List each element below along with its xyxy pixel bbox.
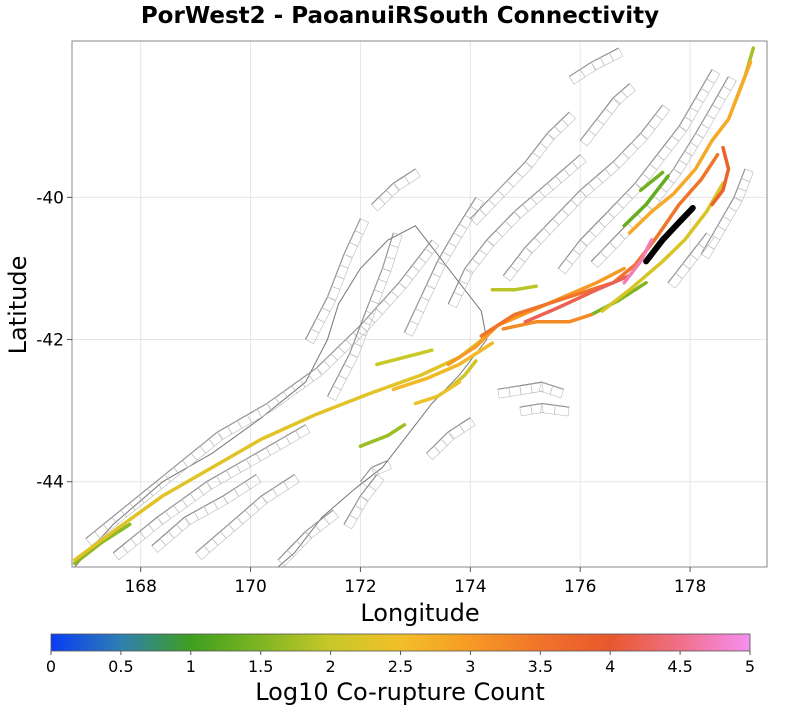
co-rupture-section bbox=[622, 174, 670, 228]
fault-surface-patch bbox=[654, 104, 671, 121]
co-rupture-section bbox=[72, 522, 132, 566]
fault-surface-patch bbox=[213, 495, 228, 510]
coastline bbox=[74, 225, 488, 567]
map-layer bbox=[72, 46, 756, 567]
fault-surface-patch bbox=[530, 403, 544, 415]
fault-surface-patch bbox=[343, 353, 358, 369]
colorbar-tick-label: 4 bbox=[605, 657, 615, 676]
colorbar-tick-label: 5 bbox=[745, 657, 755, 676]
co-rupture-section bbox=[413, 380, 462, 406]
fault-surface-patch bbox=[609, 47, 624, 62]
co-rupture-section bbox=[501, 312, 593, 331]
fault-surface-patch bbox=[360, 467, 379, 488]
fault-surface-patch bbox=[530, 381, 544, 394]
fault-surface-patch bbox=[458, 417, 476, 433]
x-tick-label: 168 bbox=[124, 577, 156, 597]
co-rupture-section bbox=[600, 181, 725, 313]
co-rupture-section bbox=[391, 341, 495, 392]
fault-surface-patch bbox=[671, 125, 687, 142]
colorbar-ticks: 0 0.5 1 1.5 2 2.5 3 3.5 4 4.5 5 bbox=[46, 651, 755, 676]
co-rupture-section bbox=[627, 60, 753, 235]
y-tick-label: -44 bbox=[36, 473, 64, 493]
fault-surface-patch bbox=[424, 239, 440, 255]
colorbar-tick-label: 0 bbox=[46, 657, 56, 676]
fault-surface-patch bbox=[604, 161, 620, 177]
y-axis-label: Latitude bbox=[4, 256, 32, 355]
colorbar bbox=[50, 633, 751, 652]
fault-surface-patch bbox=[620, 83, 636, 98]
fault-surface-patch bbox=[295, 424, 311, 439]
source-fault-trace bbox=[643, 205, 696, 265]
colorbar-tick-label: 3.5 bbox=[528, 657, 553, 676]
fault-surface-patch bbox=[321, 296, 336, 313]
fault-surface-patch bbox=[403, 168, 421, 185]
fault-surface-patch bbox=[323, 509, 339, 525]
colorbar-tick-label: 4.5 bbox=[667, 657, 692, 676]
fault-surface-patch bbox=[728, 196, 743, 212]
y-tick-label: -42 bbox=[36, 331, 64, 351]
y-ticks: -40 -42 -44 bbox=[36, 188, 72, 493]
fault-surface-patch bbox=[283, 474, 300, 490]
fault-surface-patch bbox=[244, 474, 262, 490]
fault-surface-patch bbox=[469, 196, 484, 212]
y-tick-label: -40 bbox=[36, 188, 64, 208]
co-rupture-section bbox=[490, 284, 538, 292]
co-rupture-section bbox=[358, 423, 407, 448]
fault-surface-patch bbox=[706, 69, 721, 84]
fault-surface-patch bbox=[368, 474, 385, 492]
fault-surface-patch bbox=[390, 282, 407, 298]
fault-surface-patch bbox=[571, 154, 587, 170]
fault-surface-patch bbox=[561, 111, 576, 127]
x-axis-label: Longitude bbox=[360, 599, 479, 627]
x-tick-label: 176 bbox=[564, 577, 596, 597]
co-rupture-section bbox=[72, 334, 489, 562]
fault-surface-patch bbox=[722, 76, 737, 91]
x-tick-label: 178 bbox=[674, 577, 706, 597]
co-rupture-section bbox=[479, 152, 720, 338]
chart-title: PorWest2 - PaoanuiRSouth Connectivity bbox=[141, 3, 659, 29]
co-rupture-sections bbox=[72, 46, 756, 566]
co-rupture-section bbox=[622, 238, 654, 285]
plot-frame bbox=[71, 40, 768, 568]
colorbar-label: Log10 Co-rupture Count bbox=[255, 678, 545, 706]
fault-surface-patch bbox=[515, 161, 533, 178]
source-fault bbox=[643, 205, 696, 265]
fault-surface-patch bbox=[740, 168, 754, 183]
fault-surface-patch bbox=[553, 404, 570, 417]
colorbar-tick-label: 2.5 bbox=[388, 657, 413, 676]
colorbar-tick-label: 2 bbox=[326, 657, 336, 676]
colorbar-tick-label: 1.5 bbox=[248, 657, 273, 676]
fault-surface-patch bbox=[549, 385, 565, 399]
fault-surface-patch bbox=[352, 324, 368, 340]
fault-surface-patch bbox=[666, 168, 682, 184]
x-ticks: 168 170 172 174 176 178 bbox=[124, 567, 706, 597]
colorbar-tick-label: 1 bbox=[186, 657, 196, 676]
fault-surface-patch bbox=[631, 132, 648, 150]
x-tick-label: 174 bbox=[454, 577, 486, 597]
coastline-path bbox=[74, 225, 488, 567]
co-rupture-section bbox=[710, 145, 731, 207]
fault-surface-patch bbox=[354, 218, 370, 235]
fault-surface-patch bbox=[307, 367, 323, 382]
fault-surface-patch bbox=[377, 268, 392, 283]
background-faults bbox=[85, 47, 754, 567]
colorbar-tick-label: 3 bbox=[465, 657, 475, 676]
co-rupture-section bbox=[375, 348, 434, 367]
co-rupture-section bbox=[638, 170, 665, 193]
plot-area bbox=[71, 40, 768, 568]
co-rupture-section bbox=[523, 273, 632, 324]
x-tick-label: 172 bbox=[344, 577, 376, 597]
fault-surface-patch bbox=[256, 403, 272, 418]
fault-surface-patch bbox=[371, 459, 392, 477]
colorbar-tick-label: 0.5 bbox=[108, 657, 133, 676]
fault-surface-patch bbox=[697, 232, 715, 250]
x-tick-label: 170 bbox=[234, 577, 266, 597]
fault-surface-patch bbox=[389, 232, 403, 248]
